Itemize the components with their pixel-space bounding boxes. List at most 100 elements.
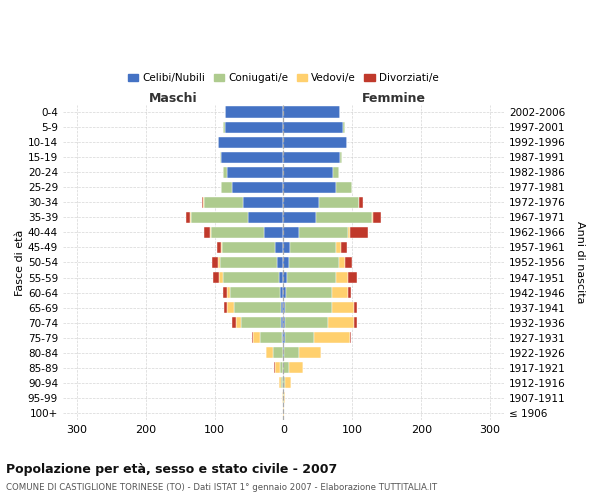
Bar: [286, 376, 291, 388]
Bar: [350, 226, 368, 238]
Text: Popolazione per età, sesso e stato civile - 2007: Popolazione per età, sesso e stato civil…: [6, 462, 337, 475]
Bar: [333, 166, 339, 178]
Bar: [203, 196, 204, 208]
Bar: [223, 122, 225, 133]
Bar: [289, 362, 303, 374]
Bar: [266, 346, 273, 358]
Bar: [283, 166, 333, 178]
Bar: [319, 196, 359, 208]
Bar: [283, 332, 285, 344]
Bar: [283, 407, 284, 418]
Bar: [283, 376, 286, 388]
Bar: [278, 376, 281, 388]
Bar: [224, 302, 227, 314]
Bar: [223, 272, 279, 283]
Bar: [283, 316, 286, 328]
Bar: [282, 392, 283, 404]
Bar: [280, 286, 283, 298]
Bar: [274, 362, 275, 374]
Bar: [232, 316, 236, 328]
Bar: [225, 122, 283, 133]
Bar: [185, 212, 190, 224]
Bar: [191, 212, 248, 224]
Bar: [221, 182, 232, 194]
Bar: [277, 256, 283, 268]
Bar: [223, 166, 227, 178]
Bar: [283, 256, 289, 268]
Bar: [234, 302, 281, 314]
Bar: [337, 182, 352, 194]
Y-axis label: Anni di nascita: Anni di nascita: [575, 221, 585, 304]
Bar: [283, 346, 284, 358]
Bar: [236, 316, 241, 328]
Bar: [332, 302, 354, 314]
Bar: [337, 272, 348, 283]
Bar: [299, 226, 348, 238]
Text: COMUNE DI CASTIGLIONE TORINESE (TO) - Dati ISTAT 1° gennaio 2007 - Elaborazione : COMUNE DI CASTIGLIONE TORINESE (TO) - Da…: [6, 482, 437, 492]
Bar: [283, 226, 299, 238]
Bar: [283, 392, 284, 404]
Bar: [248, 212, 283, 224]
Y-axis label: Fasce di età: Fasce di età: [15, 230, 25, 296]
Bar: [286, 316, 328, 328]
Bar: [283, 286, 286, 298]
Bar: [232, 182, 283, 194]
Bar: [275, 242, 283, 254]
Bar: [283, 136, 347, 148]
Bar: [213, 272, 220, 283]
Bar: [314, 332, 350, 344]
Bar: [328, 316, 354, 328]
Bar: [303, 362, 304, 374]
Bar: [286, 286, 332, 298]
Bar: [354, 302, 357, 314]
Bar: [211, 226, 264, 238]
Bar: [280, 362, 283, 374]
Bar: [343, 122, 345, 133]
Bar: [244, 196, 283, 208]
Bar: [202, 196, 203, 208]
Bar: [341, 242, 347, 254]
Bar: [290, 242, 337, 254]
Bar: [283, 302, 286, 314]
Bar: [264, 226, 283, 238]
Bar: [299, 346, 322, 358]
Bar: [289, 256, 338, 268]
Bar: [348, 226, 350, 238]
Legend: Celibi/Nubili, Coniugati/e, Vedovi/e, Divorziati/e: Celibi/Nubili, Coniugati/e, Vedovi/e, Di…: [124, 69, 443, 87]
Bar: [283, 212, 316, 224]
Bar: [204, 196, 244, 208]
Bar: [345, 256, 352, 268]
Bar: [218, 256, 220, 268]
Bar: [338, 256, 345, 268]
Bar: [241, 316, 281, 328]
Bar: [227, 286, 230, 298]
Bar: [359, 196, 362, 208]
Bar: [347, 286, 351, 298]
Bar: [286, 302, 332, 314]
Bar: [218, 136, 283, 148]
Bar: [283, 182, 337, 194]
Bar: [373, 212, 380, 224]
Bar: [217, 242, 221, 254]
Bar: [190, 212, 191, 224]
Bar: [283, 106, 340, 118]
Bar: [220, 152, 221, 163]
Bar: [285, 332, 314, 344]
Bar: [227, 302, 234, 314]
Bar: [283, 152, 340, 163]
Bar: [283, 272, 287, 283]
Bar: [273, 346, 283, 358]
Bar: [222, 242, 275, 254]
Bar: [281, 376, 283, 388]
Bar: [354, 316, 357, 328]
Bar: [283, 196, 319, 208]
Text: Femmine: Femmine: [362, 92, 425, 105]
Bar: [227, 166, 283, 178]
Bar: [221, 152, 283, 163]
Bar: [279, 272, 283, 283]
Bar: [284, 392, 286, 404]
Bar: [230, 286, 280, 298]
Text: Maschi: Maschi: [149, 92, 197, 105]
Bar: [260, 332, 282, 344]
Bar: [204, 226, 211, 238]
